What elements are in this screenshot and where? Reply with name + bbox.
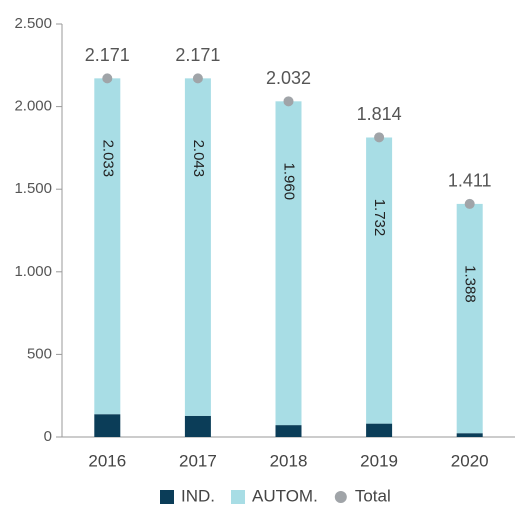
bar-segment bbox=[184, 78, 211, 416]
segment-label: 2.033 bbox=[99, 140, 116, 178]
total-point bbox=[192, 73, 203, 84]
total-point bbox=[374, 132, 385, 143]
segment-label: 1.388 bbox=[462, 265, 479, 303]
x-tick-label: 2017 bbox=[179, 451, 217, 470]
bar-segment bbox=[366, 137, 393, 424]
bar-segment bbox=[456, 433, 483, 437]
y-tick-label: 1.500 bbox=[14, 180, 52, 197]
bar-segment bbox=[275, 101, 302, 426]
total-point bbox=[283, 96, 294, 107]
total-label: 1.814 bbox=[357, 104, 402, 124]
total-label: 2.032 bbox=[266, 68, 311, 88]
legend-label: Total bbox=[355, 486, 391, 505]
legend-marker bbox=[334, 491, 347, 503]
total-label: 2.171 bbox=[175, 45, 220, 65]
total-point bbox=[102, 73, 113, 84]
y-tick-label: 1.000 bbox=[14, 263, 52, 280]
bar-segment bbox=[94, 78, 121, 415]
bar-segment bbox=[275, 425, 302, 437]
bar-segment bbox=[94, 414, 121, 437]
legend-marker bbox=[160, 490, 174, 504]
legend-label: IND. bbox=[181, 486, 215, 505]
bar-segment bbox=[366, 423, 393, 437]
total-label: 1.411 bbox=[448, 171, 492, 191]
y-tick-label: 0 bbox=[44, 428, 52, 445]
x-tick-label: 2019 bbox=[360, 451, 398, 470]
bar-segment bbox=[184, 415, 211, 437]
segment-label: 1.732 bbox=[371, 199, 388, 237]
x-tick-label: 2018 bbox=[270, 451, 308, 470]
legend-marker bbox=[231, 490, 245, 504]
total-point bbox=[464, 198, 475, 209]
legend-label: AUTOM. bbox=[252, 486, 318, 505]
y-tick-label: 2.500 bbox=[14, 15, 52, 32]
y-tick-label: 2.000 bbox=[14, 98, 52, 115]
x-tick-label: 2020 bbox=[451, 451, 489, 470]
x-tick-label: 2016 bbox=[88, 451, 126, 470]
y-tick-label: 500 bbox=[27, 345, 52, 362]
total-label: 2.171 bbox=[85, 45, 130, 65]
segment-label: 2.043 bbox=[190, 140, 207, 178]
bar-segment bbox=[456, 203, 483, 434]
segment-label: 1.960 bbox=[281, 163, 298, 201]
